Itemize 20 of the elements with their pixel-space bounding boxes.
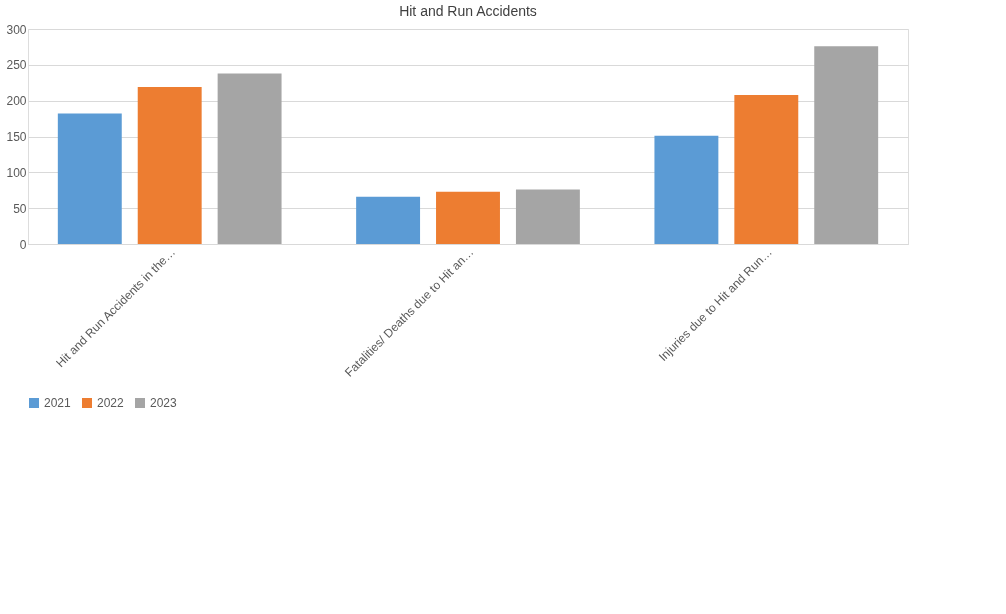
y-tick-label: 100	[6, 165, 27, 180]
bar	[356, 196, 421, 244]
bar	[734, 94, 799, 244]
legend-label: 2023	[150, 396, 178, 410]
y-tick-label: 300	[6, 22, 27, 37]
bar	[137, 87, 202, 244]
bar	[436, 191, 500, 244]
bar	[217, 73, 282, 244]
legend-label: 2022	[97, 396, 125, 410]
y-tick-label: 150	[6, 130, 27, 144]
y-tick-label: 200	[6, 94, 27, 109]
bar	[515, 189, 580, 244]
y-tick-label: 250	[6, 58, 27, 73]
legend-label: 2021	[44, 396, 72, 410]
bar	[654, 135, 719, 244]
bar	[814, 46, 879, 244]
y-tick-label: 0	[19, 237, 27, 252]
y-tick-label: 50	[13, 201, 27, 216]
chart-title: Hit and Run Accidents	[399, 3, 537, 19]
bar	[57, 113, 122, 244]
